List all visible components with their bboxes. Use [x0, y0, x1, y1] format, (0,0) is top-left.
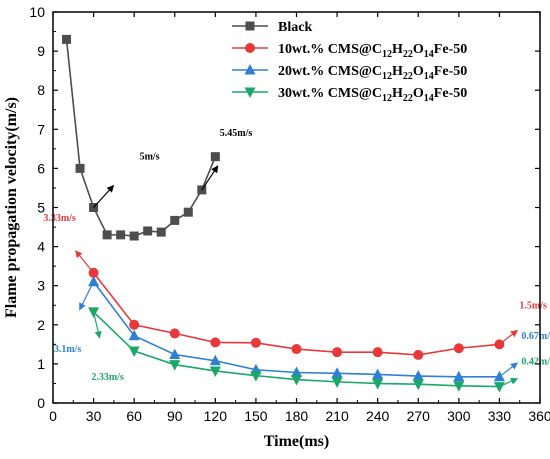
legend-item: 30wt.% CMS@C12H22O14Fe-50 — [232, 86, 467, 104]
y-tick-label: 3 — [37, 278, 45, 294]
data-point — [291, 375, 302, 386]
data-point — [183, 207, 193, 217]
y-tick-label: 10 — [29, 4, 45, 20]
annotations-layer: 5m/s 5.45m/s 3.33m/s 1.5m/s 3.1m/s 0.67m/s 2.3… — [43, 128, 550, 388]
x-tick-label: 330 — [488, 408, 512, 424]
y-tick-label: 6 — [37, 160, 45, 176]
data-point — [493, 382, 505, 393]
annotation-label: 5.45m/s — [220, 128, 253, 139]
legend-item: Black — [232, 20, 312, 35]
data-point — [412, 370, 424, 381]
data-point — [209, 366, 221, 377]
x-tick-label: 150 — [244, 408, 268, 424]
data-point — [128, 346, 140, 357]
y-tick-label: 2 — [37, 317, 45, 333]
y-tick-label: 5 — [37, 200, 45, 216]
annotation-label: 2.33m/s — [91, 372, 124, 383]
y-axis-label: Flame propagation velocity(m/s) — [3, 97, 20, 318]
x-tick-label: 270 — [407, 408, 431, 424]
annotation-label: 3.33m/s — [43, 213, 76, 224]
data-point — [169, 328, 180, 339]
data-point — [169, 360, 181, 371]
legend-marker — [244, 64, 256, 75]
legend-label: Black — [278, 20, 312, 35]
data-point — [250, 337, 261, 348]
data-point — [170, 215, 180, 225]
data-point — [62, 34, 72, 44]
data-point — [75, 163, 85, 173]
data-point — [88, 275, 100, 287]
legend-marker — [245, 43, 255, 53]
data-point — [102, 230, 112, 240]
annotation-label: 3.1m/s — [54, 344, 82, 355]
data-point — [209, 354, 221, 366]
annotation-label: 0.42m/s — [521, 357, 550, 368]
legend: Black 10wt.% CMS@C12H22O14Fe-50 20wt.% CMS… — [232, 20, 467, 104]
legend-item: 20wt.% CMS@C12H22O14Fe-50 — [232, 64, 467, 82]
data-point — [143, 226, 153, 236]
series-line — [65, 39, 217, 237]
data-point — [332, 347, 343, 358]
y-tick-label: 1 — [37, 356, 45, 372]
data-point — [372, 368, 384, 379]
annotation-arrow — [499, 377, 519, 388]
x-tick-label: 120 — [204, 408, 228, 424]
annotation-label: 0.67m/s — [521, 331, 550, 342]
x-tick-label: 30 — [86, 408, 102, 424]
y-tick-label: 8 — [37, 82, 45, 98]
x-tick-label: 210 — [325, 408, 349, 424]
x-tick-label: 180 — [285, 408, 309, 424]
annotation-arrow — [79, 281, 95, 311]
data-point — [412, 379, 424, 391]
annotation-arrow — [499, 362, 518, 378]
data-point — [291, 344, 302, 355]
x-axis-label: Time(ms) — [264, 433, 329, 450]
annotation-arrow — [75, 250, 95, 274]
y-tick-label: 9 — [37, 43, 45, 59]
data-point — [413, 349, 424, 360]
legend-marker — [245, 21, 255, 31]
legend-marker — [244, 87, 256, 98]
data-point — [453, 381, 465, 392]
x-tick-label: 300 — [447, 408, 471, 424]
y-tick-label: 4 — [37, 239, 45, 255]
data-point — [210, 152, 220, 162]
data-point — [453, 343, 464, 354]
data-point — [331, 367, 343, 378]
x-tick-label: 360 — [528, 408, 550, 424]
annotation-arrow — [201, 165, 219, 191]
annotation-arrow — [92, 311, 102, 339]
data-point — [291, 366, 302, 378]
axes-layer: 0 30 60 90 120 150 180 210 240 270 300 330 360012345… — [29, 4, 550, 424]
annotation-label: 1.5m/s — [519, 300, 547, 311]
annotation-arrow — [93, 184, 115, 208]
data-point — [372, 347, 383, 358]
annotation-label: 5m/s — [140, 152, 160, 163]
data-point — [128, 329, 140, 341]
data-point — [210, 337, 221, 348]
data-point — [250, 371, 262, 382]
data-point — [372, 378, 384, 390]
legend-label: 10wt.% CMS@C12H22O14Fe-50 — [278, 42, 467, 60]
data-point — [169, 348, 181, 360]
data-point — [156, 227, 166, 237]
x-tick-label: 60 — [126, 408, 142, 424]
x-tick-label: 240 — [366, 408, 390, 424]
x-tick-label: 90 — [167, 408, 183, 424]
y-tick-label: 7 — [37, 121, 45, 137]
series-line — [92, 272, 500, 356]
data-point — [116, 230, 126, 240]
legend-label: 30wt.% CMS@C12H22O14Fe-50 — [278, 86, 467, 104]
y-tick-label: 0 — [37, 395, 45, 411]
data-point — [129, 319, 140, 330]
legend-label: 20wt.% CMS@C12H22O14Fe-50 — [278, 64, 467, 82]
data-point — [453, 370, 465, 382]
data-point — [331, 377, 343, 388]
x-tick-label: 0 — [49, 408, 57, 424]
legend-item: 10wt.% CMS@C12H22O14Fe-50 — [232, 42, 467, 60]
annotation-arrow — [499, 329, 518, 345]
data-point — [129, 231, 139, 241]
